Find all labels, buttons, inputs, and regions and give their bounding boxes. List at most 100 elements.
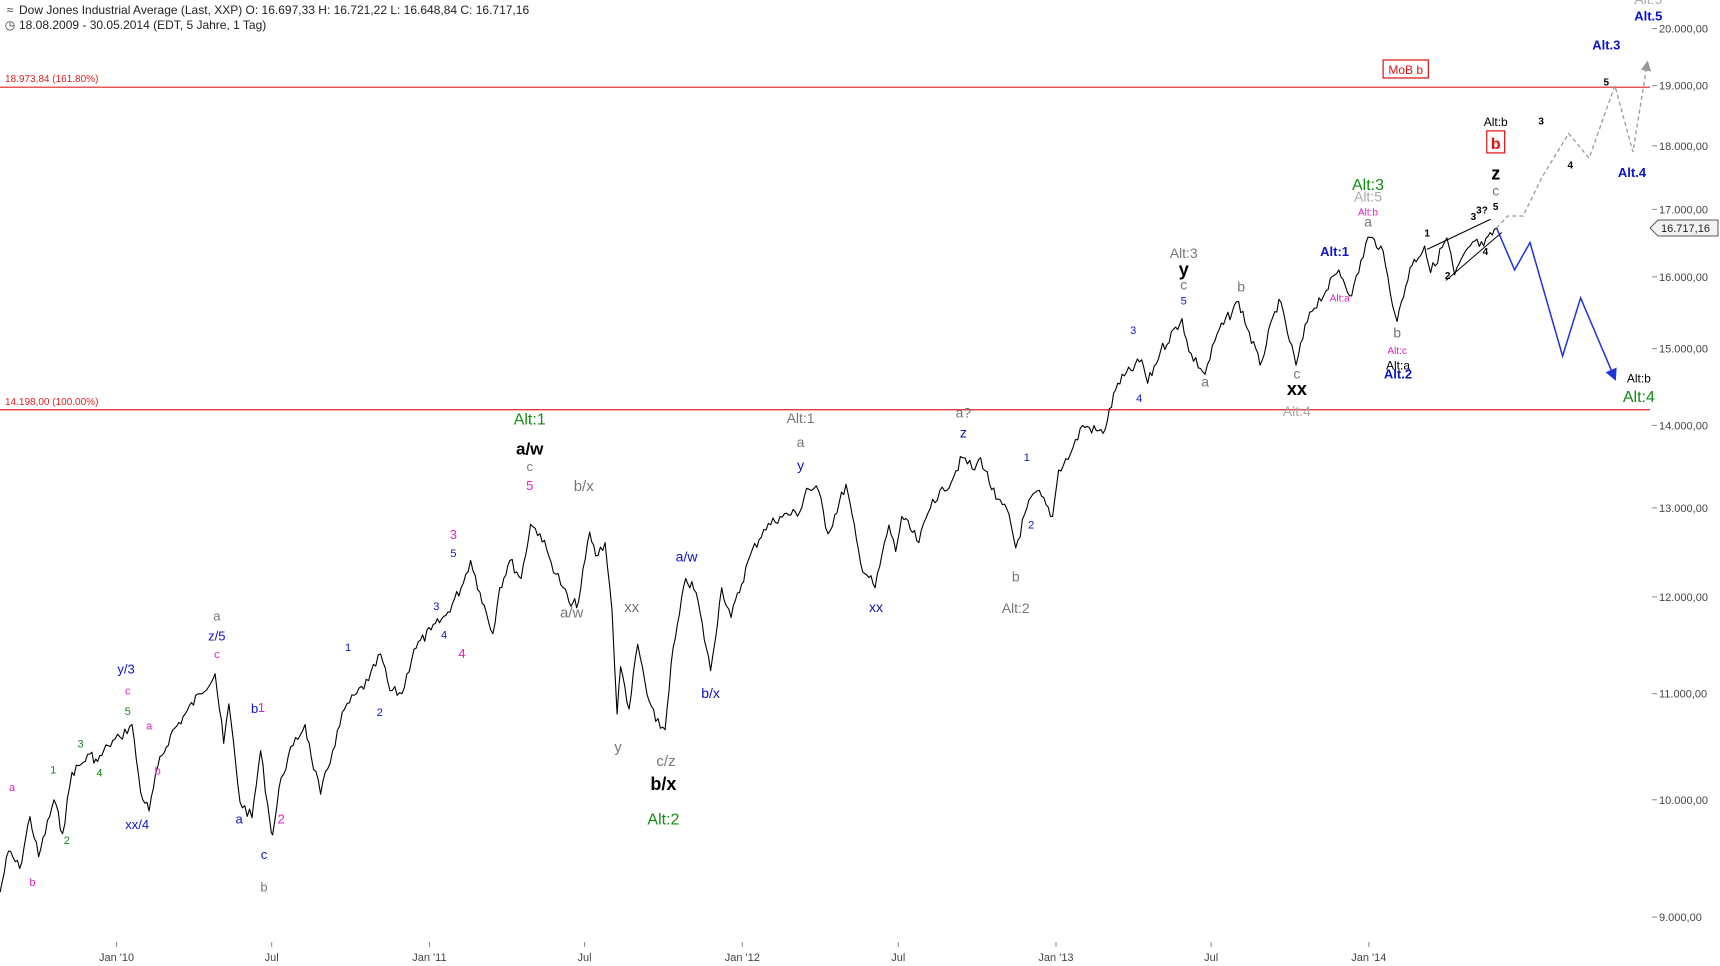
y-tick-label: 10.000,00 (1659, 795, 1708, 807)
wave-label: c (526, 459, 533, 474)
wave-label: Alt.5 (1634, 8, 1662, 23)
wave-label: 1 (1024, 452, 1030, 464)
chart-header-range: ◷ 18.08.2009 - 30.05.2014 (EDT, 5 Jahre, … (4, 18, 267, 32)
bearish-projection-path (1495, 227, 1617, 381)
wave-label: b (1237, 279, 1245, 295)
wave-label: 3 (1538, 116, 1544, 127)
wave-label: xx (869, 599, 883, 615)
wave-label: Alt:b (1484, 115, 1508, 129)
wave-label: 5 (1181, 295, 1187, 307)
y-tick-label: 15.000,00 (1659, 344, 1708, 356)
wave-label: 4 (1136, 393, 1142, 405)
price-line (0, 227, 1497, 893)
y-tick-label: 18.000,00 (1659, 141, 1708, 153)
wave-label: 5 (526, 478, 533, 493)
level-label: 14.198,00 (100.00%) (5, 397, 98, 408)
wave-label: b (1393, 325, 1401, 341)
wave-label: a/w (516, 439, 544, 458)
x-tick-label: Jan '14 (1351, 952, 1386, 964)
wave-label: 3 (450, 527, 457, 542)
wave-label: Alt:1 (1320, 244, 1349, 259)
wave-label: 4 (458, 646, 465, 661)
wave-label: Alt.2 (1384, 367, 1412, 382)
last-price-label: 16.717,16 (1661, 223, 1710, 235)
wave-label: y (1179, 259, 1189, 279)
wave-label: a (146, 721, 153, 733)
y-tick-label: 20.000,00 (1659, 24, 1708, 36)
wave-label: c (1492, 183, 1499, 199)
wave-label: a (236, 811, 244, 826)
wave-label: Alt.4 (1618, 165, 1647, 180)
wave-label: 1 (50, 764, 56, 776)
wave-label: xx (1287, 379, 1307, 399)
x-tick-label: Jul (265, 952, 279, 964)
wave-label: a/w (560, 605, 584, 622)
wave-label: z/5 (208, 628, 225, 643)
wave-label: 3 (433, 601, 439, 613)
x-tick-label: Jan '13 (1038, 952, 1073, 964)
wave-label: y (797, 457, 804, 473)
wave-label: 4 (441, 629, 447, 641)
wave-label: Alt:3 (1170, 245, 1198, 261)
wave-label: b (260, 879, 267, 894)
wave-label: b/x (701, 685, 720, 701)
wave-label: y (614, 739, 622, 756)
wave-label: z (960, 424, 967, 440)
x-tick-label: Jan '11 (412, 952, 446, 964)
range-line: 18.08.2009 - 30.05.2014 (EDT, 5 Jahre, 1… (19, 18, 267, 32)
wave-label: b (30, 877, 36, 889)
wave-label: 4 (96, 768, 102, 780)
wave-label: c (1180, 276, 1187, 292)
wave-label: a (797, 434, 805, 450)
x-tick-label: Jan '10 (99, 952, 134, 964)
wave-label: 2 (1445, 271, 1451, 282)
wave-label: Alt:5 (1354, 189, 1382, 205)
wave-label: b/x (574, 478, 595, 495)
x-tick-label: Jul (578, 952, 592, 964)
wave-label: Alt:b (1358, 207, 1378, 218)
wave-label: a (213, 608, 221, 623)
wave-label: 1 (258, 700, 265, 715)
wave-label: Alt:2 (647, 812, 679, 829)
bullish-projection-path (1496, 60, 1652, 229)
wave-label: 1 (345, 642, 351, 654)
wave-label: Alt:1 (787, 410, 815, 426)
y-tick-label: 14.000,00 (1659, 420, 1708, 432)
x-tick-label: Jul (1204, 952, 1218, 964)
x-tick-label: Jul (891, 952, 905, 964)
wave-label: 2 (64, 835, 70, 847)
wave-label: b (1012, 568, 1020, 584)
wave-label: 5 (1604, 78, 1610, 89)
wave-label: Alt:5 (1634, 0, 1662, 7)
boxed-label: b (1491, 136, 1501, 153)
triangle-upper-line (1426, 218, 1491, 250)
wave-label: Alt:c (1387, 346, 1406, 357)
boxed-label: MoB b (1388, 63, 1423, 77)
y-tick-label: 9.000,00 (1659, 912, 1702, 924)
quote-line: Dow Jones Industrial Average (Last, XXP)… (19, 3, 530, 17)
wave-label: 2 (377, 707, 383, 719)
wave-label: Alt:4 (1623, 389, 1655, 406)
wave-label: a/w (676, 548, 699, 564)
wave-label: y/3 (117, 662, 134, 677)
wave-label: xx/4 (125, 817, 149, 832)
wave-label: a (9, 782, 16, 794)
wave-label: xx (624, 599, 640, 616)
wave-label: c (261, 847, 268, 862)
y-tick-label: 11.000,00 (1659, 689, 1707, 701)
wave-label: b (251, 701, 258, 716)
wave-label: 3 (1130, 325, 1136, 337)
boxed-label-frame (1486, 130, 1506, 154)
wave-label: b (155, 765, 161, 777)
wave-label: 5 (450, 548, 456, 560)
wave-label: c (125, 686, 131, 698)
level-label: 18.973,84 (161.80%) (5, 74, 98, 85)
wave-label: 3 (78, 739, 84, 751)
wave-label: c (1293, 366, 1300, 382)
y-tick-label: 12.000,00 (1659, 592, 1708, 604)
wave-label: 3? (1476, 205, 1488, 216)
wave-label: Alt:a (1386, 359, 1410, 373)
wave-label: Alt:a (1330, 293, 1350, 304)
wave-label: 4 (1568, 160, 1574, 171)
